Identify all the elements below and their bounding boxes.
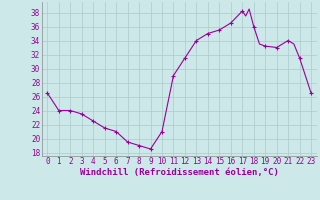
X-axis label: Windchill (Refroidissement éolien,°C): Windchill (Refroidissement éolien,°C)	[80, 168, 279, 177]
